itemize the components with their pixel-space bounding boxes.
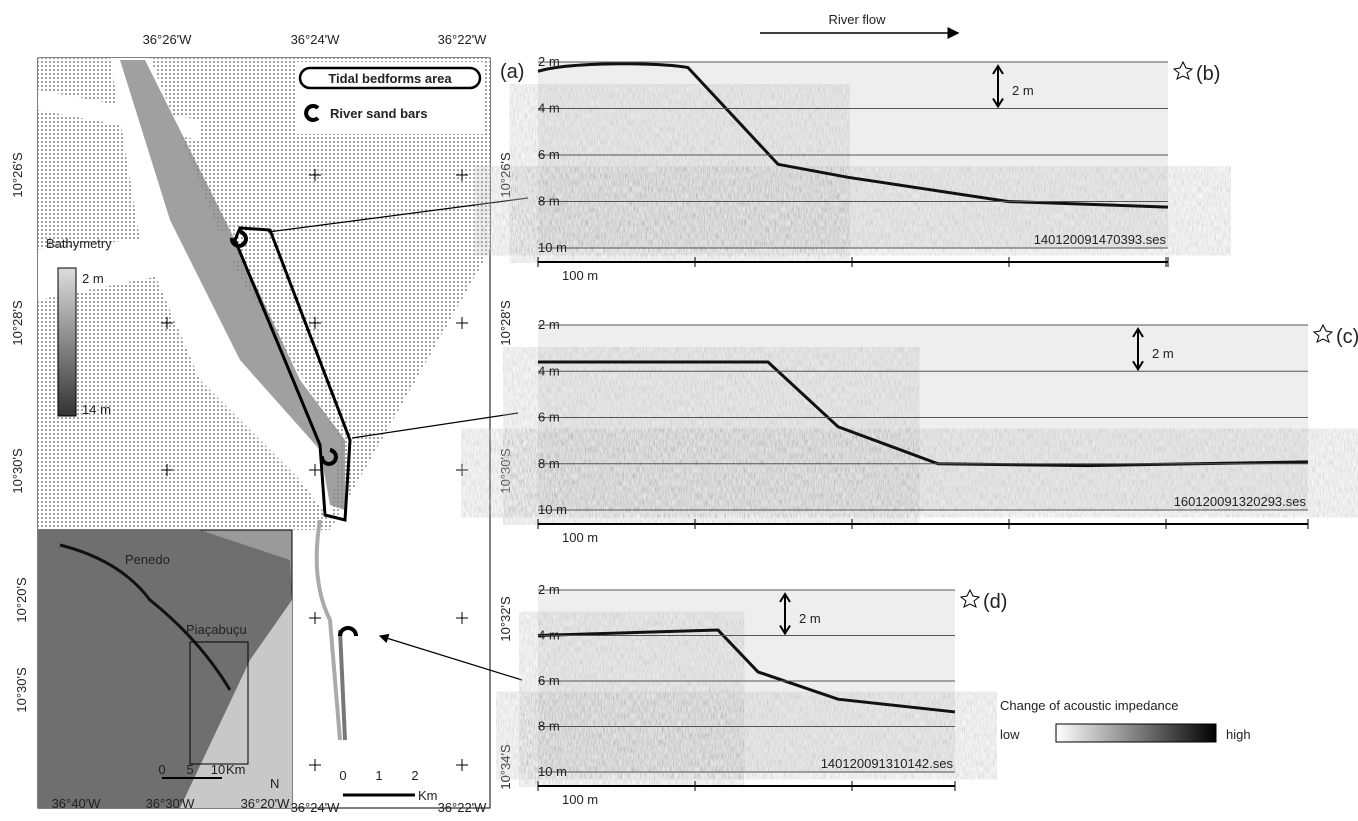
inset-box xyxy=(189,641,249,765)
inset-place: Piaçabuçu xyxy=(186,622,247,637)
bathymetry-label: 14 m xyxy=(82,402,111,417)
inset-place: Penedo xyxy=(125,552,170,567)
inset-scale-label: Km xyxy=(226,762,246,777)
legend-swatch xyxy=(304,104,320,122)
reflector xyxy=(537,62,1169,209)
file-name: 160120091320293.ses xyxy=(1174,494,1307,509)
sand-bar xyxy=(229,230,358,637)
inset-lat: 10°20'S xyxy=(14,577,29,623)
scale-label: 2 xyxy=(411,768,418,783)
tidal-area xyxy=(233,226,352,522)
survey-track xyxy=(120,60,345,510)
depth-label: 4 m xyxy=(538,101,560,116)
inset-scale-label: 0 xyxy=(158,762,165,777)
panel-label: (d) xyxy=(983,591,1007,613)
depth-label: 10 m xyxy=(538,764,567,779)
star xyxy=(959,588,981,608)
depth-label: 6 m xyxy=(538,147,560,162)
lat-label: 10°32'S xyxy=(498,596,513,642)
vertical-scale: 2 m xyxy=(1012,83,1034,98)
star xyxy=(1172,60,1194,80)
colorbar-low: low xyxy=(1000,727,1020,742)
lat-label: 10°28'S xyxy=(498,300,513,346)
depth-label: 6 m xyxy=(538,410,560,425)
lat-label: 10°28'S xyxy=(10,300,25,346)
inset-scale-label: 10 xyxy=(211,762,225,777)
scale-arrowheads xyxy=(1132,327,1144,372)
lon-label: 36°22'W xyxy=(438,800,488,815)
lat-label: 10°30'S xyxy=(498,448,513,494)
inset-terrain xyxy=(38,530,292,808)
inset-lon: 36°20'W xyxy=(241,796,291,811)
inset-scale-label: 5 xyxy=(186,762,193,777)
depth-label: 10 m xyxy=(538,240,567,255)
panel-label: (a) xyxy=(500,61,524,83)
depth-label: 8 m xyxy=(538,719,560,734)
profile-noise xyxy=(538,699,955,772)
lon-label: 36°24'W xyxy=(291,32,341,47)
reflector xyxy=(537,628,956,714)
colorbar-title: Change of acoustic impedance xyxy=(1000,698,1179,713)
scale-label: 0 xyxy=(339,768,346,783)
depth-label: 6 m xyxy=(538,673,560,688)
distance-label: 100 m xyxy=(562,530,598,545)
legend-item: River sand bars xyxy=(330,106,428,121)
inset-river xyxy=(59,543,232,691)
legend-swatch xyxy=(298,66,482,90)
legend-item: Tidal bedforms area xyxy=(328,71,452,86)
bathymetry-label: 2 m xyxy=(82,271,104,286)
lon-label: 36°26'W xyxy=(143,32,193,47)
lon-label: 36°22'W xyxy=(438,32,488,47)
vertical-scale: 2 m xyxy=(1152,346,1174,361)
depth-label: 8 m xyxy=(538,194,560,209)
scale-arrowheads xyxy=(992,64,1004,109)
survey-track xyxy=(338,629,347,741)
inset-lon: 36°40'W xyxy=(52,796,102,811)
inset-lon: 36°30'W xyxy=(146,796,196,811)
depth-label: 4 m xyxy=(538,363,560,378)
bathymetry-title: Bathymetry xyxy=(46,236,112,251)
depth-label: 8 m xyxy=(538,456,560,471)
north-arrow: N xyxy=(270,776,279,791)
lon-label: 36°24'W xyxy=(291,800,341,815)
distance-label: 100 m xyxy=(562,268,598,283)
scale-label: 1 xyxy=(375,768,382,783)
distance-label: 100 m xyxy=(562,792,598,807)
inset-lat: 10°30'S xyxy=(14,667,29,713)
grid-crosses xyxy=(161,169,468,771)
file-name: 140120091470393.ses xyxy=(1034,232,1167,247)
bathymetry-scale xyxy=(57,267,77,417)
depth-label: 2 m xyxy=(538,582,560,597)
depth-label: 4 m xyxy=(538,628,560,643)
star xyxy=(1312,323,1334,343)
river-flow-label: River flow xyxy=(828,12,886,27)
panel-label: (b) xyxy=(1196,63,1220,85)
inset-sea xyxy=(180,600,292,808)
lat-label: 10°30'S xyxy=(10,448,25,494)
map: Tidal bedforms area River sand bars (a) … xyxy=(14,57,529,811)
vertical-scale: 2 m xyxy=(799,611,821,626)
lat-label: 10°26'S xyxy=(498,152,513,198)
file-name: 140120091310142.ses xyxy=(821,756,954,771)
panel-label: (c) xyxy=(1336,326,1358,348)
reflector xyxy=(538,360,1309,468)
profile-noise xyxy=(538,436,1308,510)
depth-label: 2 m xyxy=(538,317,560,332)
profile-noise xyxy=(538,173,1168,248)
survey-track xyxy=(314,519,342,741)
lat-label: 10°34'S xyxy=(498,744,513,790)
scale-arrowheads xyxy=(779,592,791,636)
scale-unit: Km xyxy=(418,788,438,803)
lat-label: 10°26'S xyxy=(10,152,25,198)
depth-label: 2 m xyxy=(538,54,560,69)
colorbar xyxy=(1055,723,1217,743)
colorbar-high: high xyxy=(1226,727,1251,742)
pointer-arrow xyxy=(267,197,529,681)
depth-label: 10 m xyxy=(538,502,567,517)
